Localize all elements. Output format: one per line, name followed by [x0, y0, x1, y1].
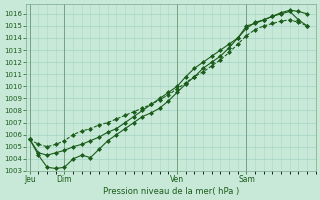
X-axis label: Pression niveau de la mer( hPa ): Pression niveau de la mer( hPa )	[103, 187, 239, 196]
